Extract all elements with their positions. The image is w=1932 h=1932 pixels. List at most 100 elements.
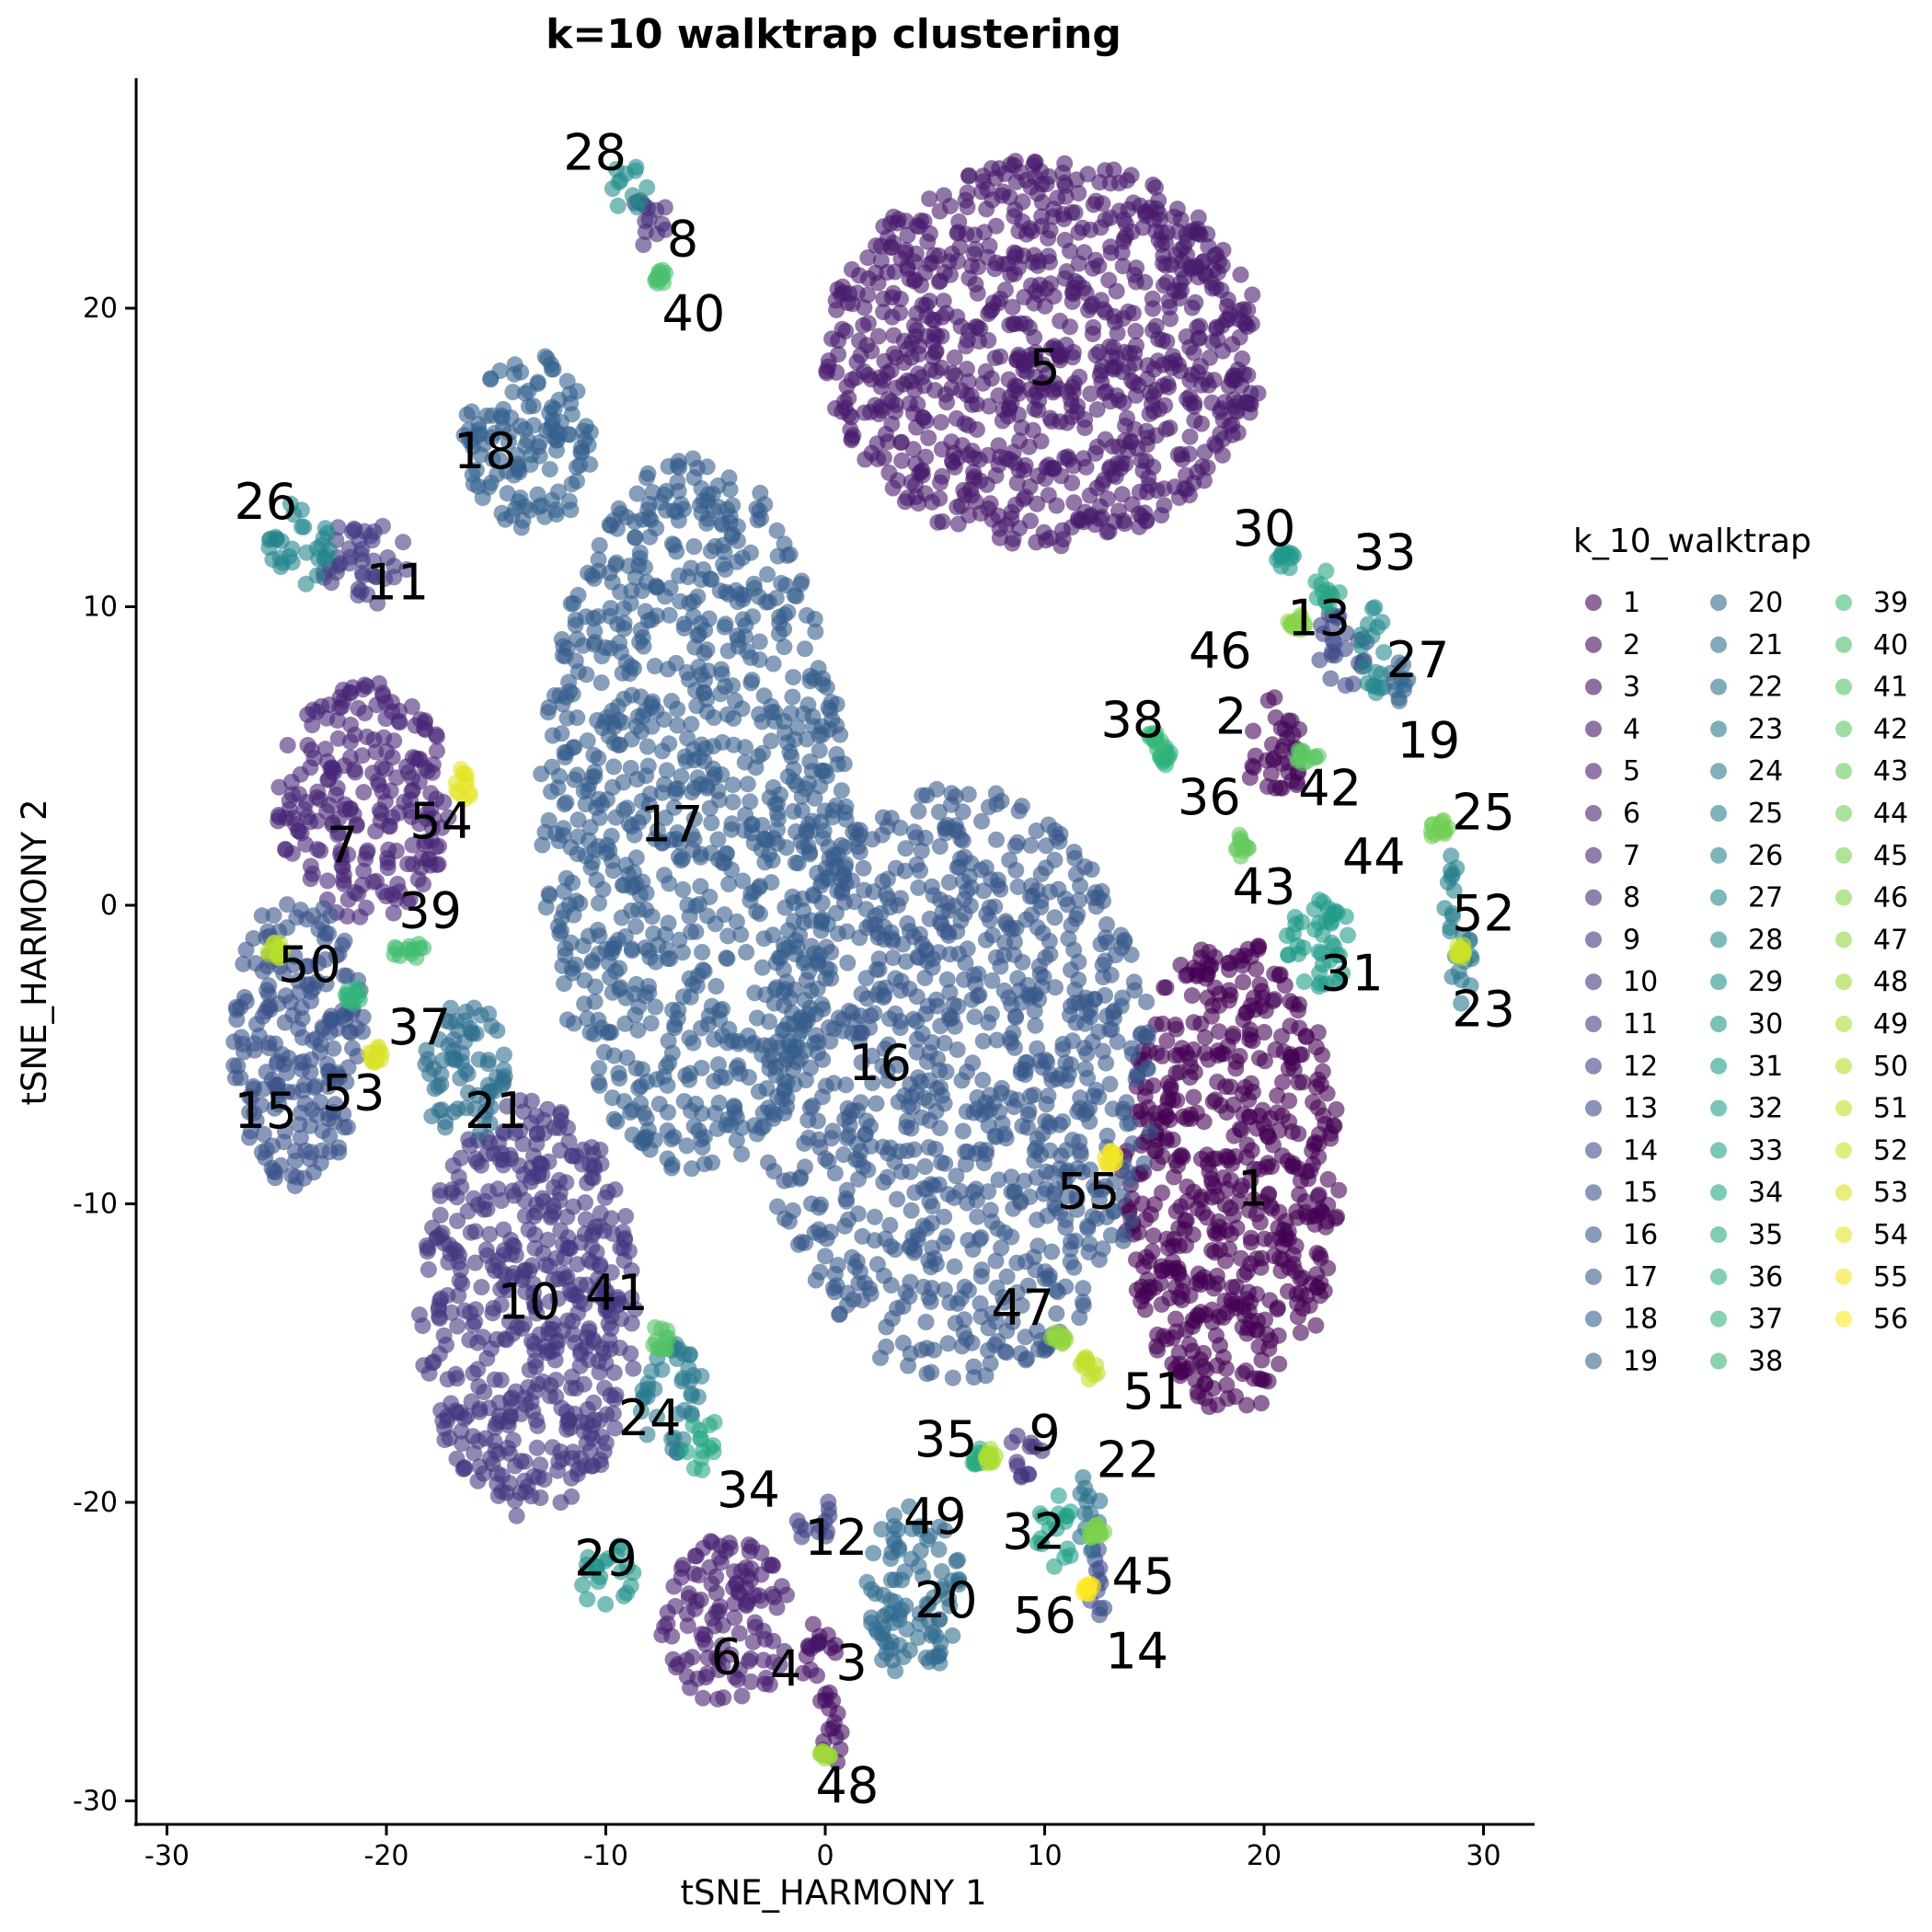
- data-point-cluster-17: [617, 653, 635, 671]
- data-point-cluster-10: [603, 1320, 620, 1338]
- data-point-cluster-17: [709, 782, 727, 799]
- data-point-cluster-17: [585, 610, 603, 627]
- data-point-cluster-10: [558, 1269, 576, 1286]
- data-point-cluster-17: [821, 850, 838, 868]
- data-point-cluster-5: [1029, 467, 1047, 485]
- data-point-cluster-5: [1114, 258, 1132, 275]
- data-point-cluster-5: [1200, 238, 1217, 255]
- data-point-cluster-18: [516, 421, 534, 438]
- data-point-cluster-5: [954, 437, 971, 454]
- data-point-cluster-17: [645, 925, 662, 942]
- data-point-cluster-10: [576, 1295, 593, 1313]
- data-point-cluster-17: [681, 1029, 698, 1047]
- data-point-cluster-5: [1064, 293, 1081, 310]
- data-point-cluster-1: [1183, 987, 1201, 1005]
- data-point-cluster-5: [1010, 385, 1028, 402]
- data-point-cluster-5: [1007, 173, 1025, 190]
- data-point-cluster-17: [711, 1011, 729, 1029]
- data-point-cluster-16: [1098, 915, 1115, 933]
- data-point-cluster-17: [615, 600, 633, 617]
- data-point-cluster-10: [463, 1393, 480, 1410]
- data-point-cluster-7: [328, 712, 346, 730]
- data-point-cluster-17: [675, 619, 693, 637]
- data-point-cluster-5: [834, 320, 851, 338]
- data-point-cluster-6: [714, 1637, 730, 1654]
- data-point-cluster-17: [734, 549, 752, 567]
- data-point-cluster-5: [937, 385, 954, 403]
- data-point-cluster-17: [638, 767, 655, 785]
- data-point-cluster-29: [597, 1595, 615, 1613]
- data-point-cluster-5: [1038, 176, 1055, 192]
- data-point-cluster-5: [834, 403, 851, 420]
- data-point-cluster-1: [1180, 1336, 1198, 1353]
- data-point-cluster-17: [685, 538, 703, 555]
- data-point-cluster-16: [921, 910, 938, 927]
- data-point-cluster-17: [575, 782, 592, 799]
- data-point-cluster-16: [891, 819, 909, 836]
- data-point-cluster-5: [1127, 386, 1144, 404]
- data-point-cluster-5: [1062, 242, 1078, 259]
- data-point-cluster-17: [750, 879, 767, 896]
- data-point-cluster-5: [859, 249, 877, 267]
- data-point-cluster-5: [1214, 241, 1232, 259]
- data-point-cluster-16: [901, 1238, 918, 1256]
- data-point-cluster-16: [930, 1176, 948, 1193]
- data-point-cluster-16: [921, 1112, 938, 1129]
- data-point-cluster-10: [592, 1141, 609, 1158]
- data-point-cluster-15: [267, 1169, 284, 1187]
- data-point-cluster-5: [1105, 339, 1122, 357]
- data-point-cluster-7: [410, 815, 428, 833]
- data-point-cluster-7: [418, 833, 434, 850]
- data-point-cluster-17: [739, 776, 756, 793]
- data-point-cluster-5: [1236, 314, 1253, 331]
- data-point-cluster-17: [701, 799, 719, 817]
- data-point-cluster-16: [980, 1117, 997, 1134]
- data-point-cluster-7: [316, 741, 334, 758]
- data-point-cluster-17: [605, 512, 622, 529]
- data-point-cluster-10: [507, 1247, 524, 1264]
- data-point-cluster-6: [741, 1536, 757, 1554]
- data-point-cluster-10: [455, 1458, 473, 1476]
- data-point-cluster-5: [889, 472, 906, 489]
- data-point-cluster-16: [948, 1167, 965, 1185]
- data-point-cluster-5: [1123, 496, 1141, 513]
- data-point-cluster-7: [297, 793, 315, 811]
- data-point-cluster-5: [872, 252, 890, 270]
- data-point-cluster-17: [792, 575, 810, 592]
- data-point-cluster-15: [237, 993, 255, 1010]
- data-point-cluster-24: [690, 1388, 707, 1406]
- data-point-cluster-1: [1133, 1195, 1151, 1213]
- data-point-cluster-7: [415, 876, 431, 893]
- data-point-cluster-17: [615, 690, 633, 707]
- data-point-cluster-16: [826, 1265, 844, 1282]
- data-point-cluster-5: [1156, 277, 1172, 294]
- data-point-cluster-1: [1196, 1389, 1213, 1407]
- data-point-cluster-6: [685, 1565, 703, 1582]
- data-point-cluster-5: [903, 349, 920, 366]
- data-point-cluster-17: [591, 1076, 608, 1094]
- data-point-cluster-17: [631, 549, 649, 567]
- data-point-cluster-17: [687, 682, 704, 699]
- data-point-cluster-17: [769, 811, 787, 828]
- data-point-cluster-10: [627, 1301, 644, 1318]
- data-point-cluster-17: [661, 606, 678, 624]
- data-point-cluster-5: [996, 165, 1014, 182]
- data-point-cluster-7: [435, 793, 453, 811]
- data-point-cluster-26: [298, 544, 316, 561]
- data-point-cluster-7: [384, 886, 401, 903]
- data-point-cluster-1: [1308, 1266, 1326, 1283]
- data-point-cluster-5: [1084, 326, 1101, 342]
- data-point-cluster-17: [553, 631, 570, 648]
- data-point-cluster-17: [638, 1110, 655, 1127]
- data-point-cluster-5: [926, 326, 943, 342]
- data-point-cluster-7: [417, 759, 433, 776]
- data-point-cluster-18: [549, 483, 567, 500]
- data-point-cluster-17: [802, 822, 820, 840]
- data-point-cluster-10: [467, 1150, 485, 1167]
- data-point-cluster-10: [590, 1271, 606, 1287]
- data-point-cluster-17: [674, 881, 692, 898]
- data-point-cluster-1: [1260, 1128, 1278, 1145]
- data-point-cluster-5: [1045, 288, 1063, 305]
- data-point-cluster-17: [547, 825, 565, 843]
- data-point-cluster-17: [647, 953, 664, 971]
